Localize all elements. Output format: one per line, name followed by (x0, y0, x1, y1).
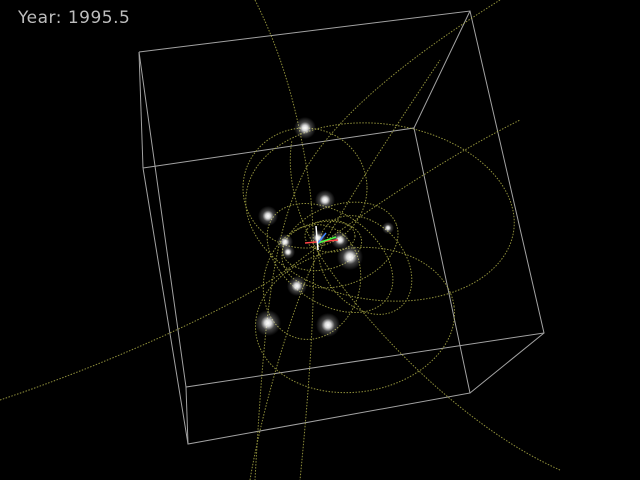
orbit-path (289, 139, 561, 471)
orbit-path (254, 0, 315, 480)
orbit-ellipse (245, 122, 515, 302)
orbit-path (0, 119, 521, 401)
axis-y-line (317, 236, 337, 244)
orbit-ellipse (262, 224, 362, 340)
axis-z-line (317, 232, 327, 244)
orbit-ellipse (317, 215, 413, 315)
box-edge (185, 386, 189, 445)
star[interactable] (315, 190, 335, 210)
star[interactable] (258, 206, 278, 226)
box-back-face (138, 10, 545, 388)
orbit-ellipse (281, 220, 363, 272)
central-axes-marker (304, 225, 339, 251)
orbit-paths (0, 0, 561, 480)
star[interactable] (337, 244, 363, 270)
orbit-path (249, 59, 441, 480)
star[interactable] (287, 276, 307, 296)
orbit-ellipse (254, 246, 456, 394)
box-edge (469, 332, 545, 394)
star[interactable] (255, 310, 281, 336)
year-label: Year: 1995.5 (18, 8, 131, 28)
bounding-box-wireframe (138, 10, 545, 445)
box-edge (138, 51, 144, 169)
axis-origin-line (315, 225, 319, 251)
star[interactable] (382, 222, 394, 234)
star[interactable] (331, 231, 349, 249)
orbit-ellipse (304, 219, 356, 253)
orbit-ellipse (266, 202, 394, 314)
star[interactable] (294, 117, 316, 139)
star[interactable] (316, 313, 340, 337)
orbit-ellipse (242, 127, 368, 249)
star[interactable] (281, 245, 295, 259)
box-edge (413, 10, 471, 129)
star-field (255, 117, 394, 337)
